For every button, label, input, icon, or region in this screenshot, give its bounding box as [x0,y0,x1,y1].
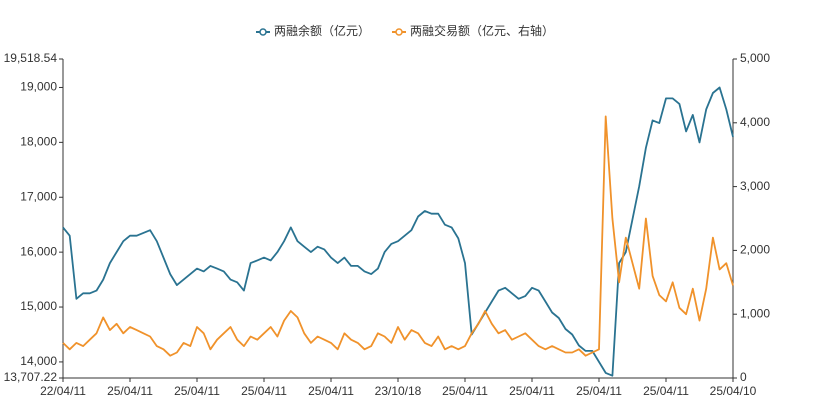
legend-label: 两融交易额（亿元、右轴） [410,23,554,38]
x-tick-label: 23/10/18 [375,384,422,398]
series-line [62,86,734,377]
y-tick-label: 18,000 [20,135,57,149]
x-tick-label: 25/04/11 [576,384,622,398]
x-tick-label: 25/04/10 [710,384,757,398]
y2-tick-label: 3,000 [740,179,770,193]
legend-marker [395,28,403,36]
x-tick-label: 25/04/11 [509,384,555,398]
y-tick-label: 15,000 [20,299,57,313]
x-tick-label: 25/04/11 [174,384,220,398]
y-tick-label: 17,000 [20,189,57,203]
x-tick-label: 25/04/11 [308,384,354,398]
y-tick-label: 19,518.54 [4,51,58,65]
y-tick-label: 19,000 [20,80,57,94]
y-tick-label: 16,000 [20,244,57,258]
y-tick-label: 14,000 [20,354,57,368]
y2-tick-label: 1,000 [740,306,770,320]
x-tick-label: 22/04/11 [40,384,86,398]
y2-tick-label: 4,000 [740,115,770,129]
y-tick-label: 13,707.22 [4,370,58,384]
y2-tick-label: 2,000 [740,243,770,257]
x-tick-label: 25/04/11 [643,384,689,398]
x-tick-label: 25/04/11 [442,384,488,398]
legend-label: 两融余额（亿元） [274,23,370,38]
legend-marker [259,28,267,36]
series-line [62,115,734,357]
y2-tick-label: 0 [740,370,747,384]
x-tick-label: 25/04/11 [241,384,287,398]
x-tick-label: 25/04/11 [107,384,153,398]
y2-tick-label: 5,000 [740,51,770,65]
